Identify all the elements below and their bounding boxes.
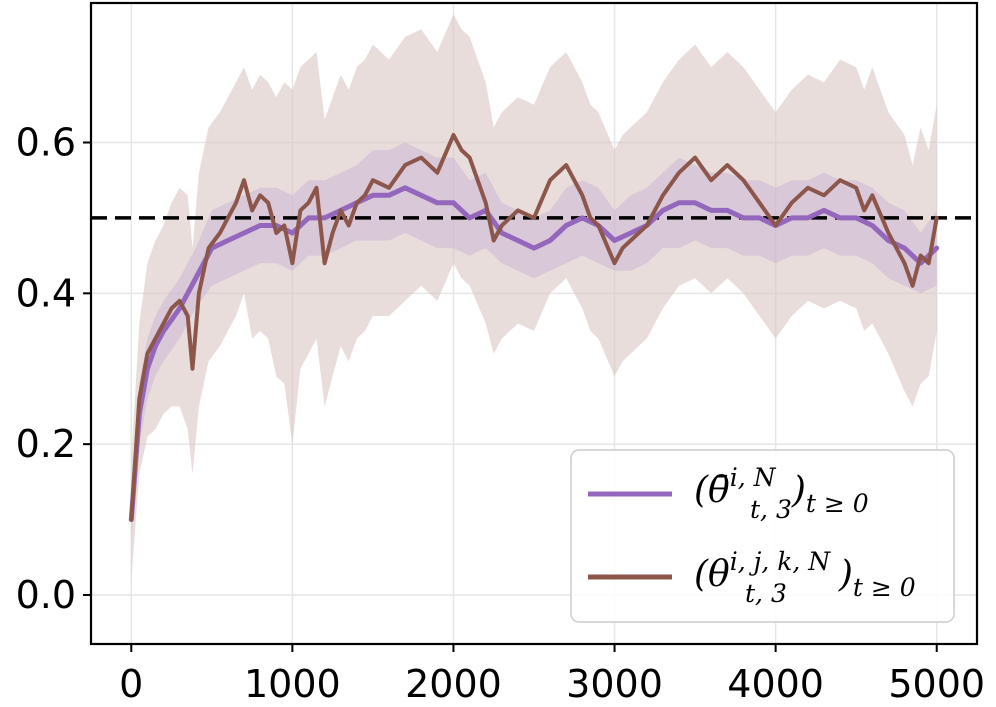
x-tick-label: 5000: [888, 662, 985, 706]
y-tick-label: 0.6: [16, 121, 76, 165]
x-tick-label: 3000: [566, 662, 663, 706]
axis-ticks: 0 1000 2000 3000 4000 5000 0.0 0.2 0.4 0.6: [16, 121, 986, 706]
y-tick-label: 0.2: [16, 422, 76, 466]
series-line-mean: [128, 185, 940, 523]
series-line-particle: [129, 133, 939, 522]
x-tick-label: 2000: [405, 662, 502, 706]
plot-frame: [89, 1, 979, 646]
band-particle: [131, 14, 937, 580]
series-lines: [128, 133, 940, 523]
y-tick-label: 0.4: [16, 271, 76, 315]
x-tick-label: 0: [119, 662, 143, 706]
x-tick-label: 1000: [244, 662, 341, 706]
x-tick-label: 4000: [727, 662, 824, 706]
y-tick-label: 0.0: [16, 573, 76, 617]
